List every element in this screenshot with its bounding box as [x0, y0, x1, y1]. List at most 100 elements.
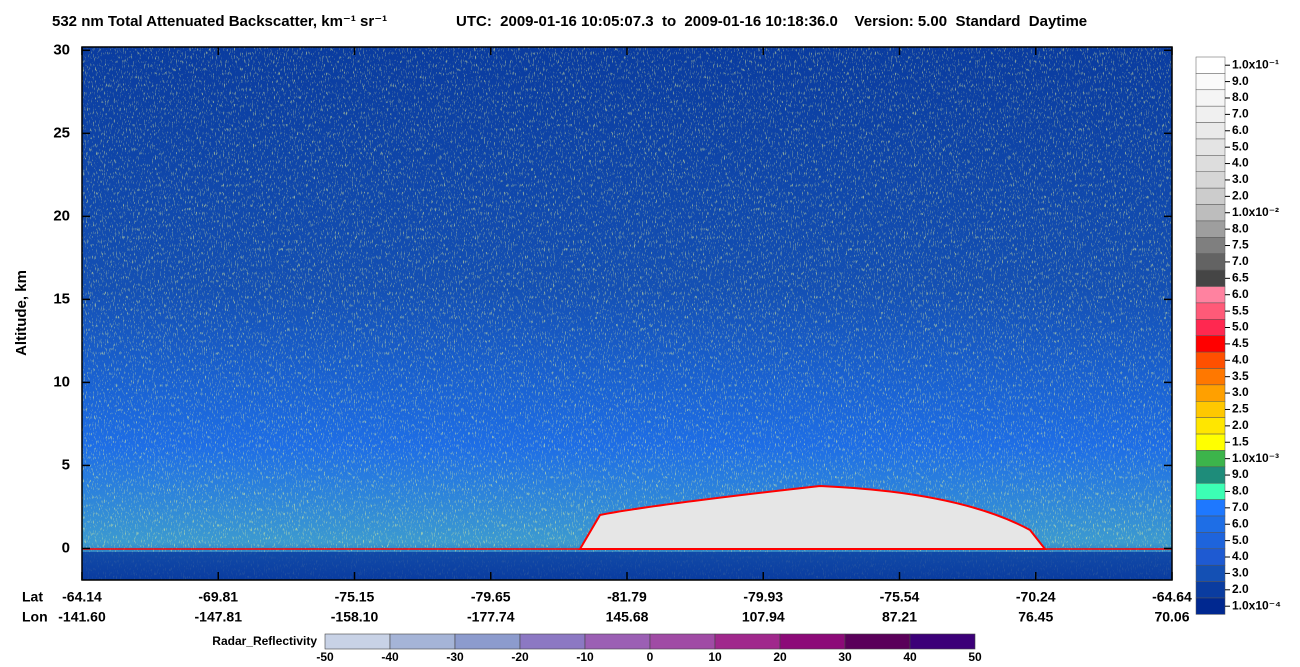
radar-swatch — [584, 633, 651, 650]
radar-tick-label: 0 — [647, 650, 654, 664]
y-tick-label: 0 — [62, 539, 70, 556]
colorbar-swatch — [1195, 417, 1226, 435]
lon-label: 145.68 — [606, 609, 649, 625]
radar-tick-label: -50 — [316, 650, 334, 664]
colorbar-label: 1.0x10⁻⁴ — [1232, 598, 1281, 612]
lon-label: -141.60 — [58, 609, 106, 625]
radar-tick-label: 30 — [838, 650, 852, 664]
colorbar-label: 9.0 — [1232, 74, 1249, 88]
colorbar-label: 7.5 — [1232, 238, 1249, 252]
colorbar-label: 5.0 — [1232, 139, 1249, 153]
radar-tick-label: -30 — [446, 650, 464, 664]
colorbar-label: 1.0x10⁻¹ — [1232, 57, 1279, 71]
colorbar-swatch — [1195, 384, 1226, 402]
colorbar-label: 4.5 — [1232, 336, 1249, 350]
radar-tick-label: 50 — [968, 650, 982, 664]
colorbar-swatch — [1195, 319, 1226, 336]
radar-tick-label: -40 — [381, 650, 399, 664]
lon-label: 70.06 — [1154, 609, 1189, 625]
colorbar-swatch — [1195, 171, 1226, 189]
colorbar-label: 2.0 — [1232, 189, 1249, 203]
lat-label: -75.54 — [880, 589, 920, 605]
lon-label: 107.94 — [742, 609, 785, 625]
lon-label: -158.10 — [331, 609, 379, 625]
colorbar-swatch — [1195, 187, 1226, 205]
colorbar-label: 3.0 — [1232, 385, 1249, 399]
colorbar-swatch — [1195, 122, 1226, 140]
lat-label: -64.14 — [62, 589, 102, 605]
colorbar-label: 2.0 — [1232, 418, 1249, 432]
lon-label: -147.81 — [195, 609, 243, 625]
lon-label: 76.45 — [1018, 609, 1053, 625]
radar-swatch — [909, 633, 976, 650]
colorbar-swatch — [1195, 204, 1226, 222]
radar-swatch — [714, 633, 781, 650]
radar-tick-label: 10 — [708, 650, 722, 664]
colorbar-label: 7.0 — [1232, 254, 1249, 268]
colorbar-swatch — [1195, 401, 1226, 418]
colorbar-swatch — [1195, 335, 1226, 353]
colorbar-swatch — [1195, 56, 1226, 74]
colorbar-label: 6.0 — [1232, 287, 1249, 301]
y-tick-label: 20 — [53, 207, 70, 224]
colorbar-label: 4.0 — [1232, 549, 1249, 563]
y-tick-label: 5 — [62, 456, 70, 473]
colorbar-swatch — [1195, 73, 1226, 91]
colorbar-label: 4.0 — [1232, 156, 1249, 170]
colorbar-swatch — [1195, 581, 1226, 599]
colorbar-label: 3.5 — [1232, 369, 1249, 383]
y-tick-label: 10 — [53, 373, 70, 390]
colorbar-swatch — [1195, 466, 1226, 484]
colorbar-swatch — [1195, 105, 1226, 123]
colorbar-swatch — [1195, 237, 1226, 254]
colorbar-label: 1.5 — [1232, 434, 1249, 448]
colorbar-label: 3.0 — [1232, 172, 1249, 186]
colorbar-label: 8.0 — [1232, 90, 1249, 104]
chart-title: 532 nm Total Attenuated Backscatter, km⁻… — [52, 13, 387, 30]
colorbar-swatch — [1195, 351, 1226, 369]
colorbar-label: 3.0 — [1232, 566, 1249, 580]
colorbar-swatch — [1195, 269, 1226, 287]
colorbar-swatch — [1195, 302, 1226, 320]
colorbar-label: 9.0 — [1232, 467, 1249, 481]
colorbar-label: 6.0 — [1232, 516, 1249, 530]
lat-label: -64.64 — [1152, 589, 1192, 605]
colorbar-label: 2.0 — [1232, 582, 1249, 596]
colorbar-swatch — [1195, 253, 1226, 271]
lat-label: -81.79 — [607, 589, 647, 605]
radar-swatch — [844, 633, 911, 650]
colorbar-label: 5.5 — [1232, 303, 1249, 317]
plot-background — [82, 47, 1172, 580]
radar-swatch — [519, 633, 586, 650]
radar-tick-label: -20 — [511, 650, 529, 664]
colorbar-swatch — [1195, 564, 1226, 582]
colorbar-swatch — [1195, 482, 1226, 500]
colorbar-label: 1.0x10⁻³ — [1232, 451, 1279, 465]
radar-tick-label: -10 — [576, 650, 594, 664]
colorbar-swatch — [1195, 138, 1226, 156]
colorbar-swatch — [1195, 368, 1226, 386]
x-row-label: Lat — [22, 589, 43, 605]
y-axis-label: Altitude, km — [13, 270, 30, 356]
colorbar-label: 6.5 — [1232, 270, 1249, 284]
colorbar-label: 5.0 — [1232, 320, 1249, 334]
lat-label: -69.81 — [198, 589, 238, 605]
colorbar-swatch — [1195, 155, 1226, 173]
radar-swatch — [389, 633, 456, 650]
x-row-label: Lon — [22, 609, 48, 625]
lat-label: -79.93 — [743, 589, 783, 605]
radar-swatch — [324, 633, 391, 650]
radar-tick-label: 20 — [773, 650, 787, 664]
radar-label: Radar_Reflectivity — [212, 634, 317, 648]
colorbar-label: 4.0 — [1232, 352, 1249, 366]
radar-tick-label: 40 — [903, 650, 917, 664]
colorbar-swatch — [1195, 433, 1226, 451]
colorbar-swatch — [1195, 220, 1226, 238]
colorbar-label: 6.0 — [1232, 123, 1249, 137]
colorbar-label: 2.5 — [1232, 402, 1249, 416]
colorbar-swatch — [1195, 89, 1226, 107]
lon-label: -177.74 — [467, 609, 515, 625]
lat-label: -79.65 — [471, 589, 511, 605]
y-tick-label: 30 — [53, 41, 70, 58]
